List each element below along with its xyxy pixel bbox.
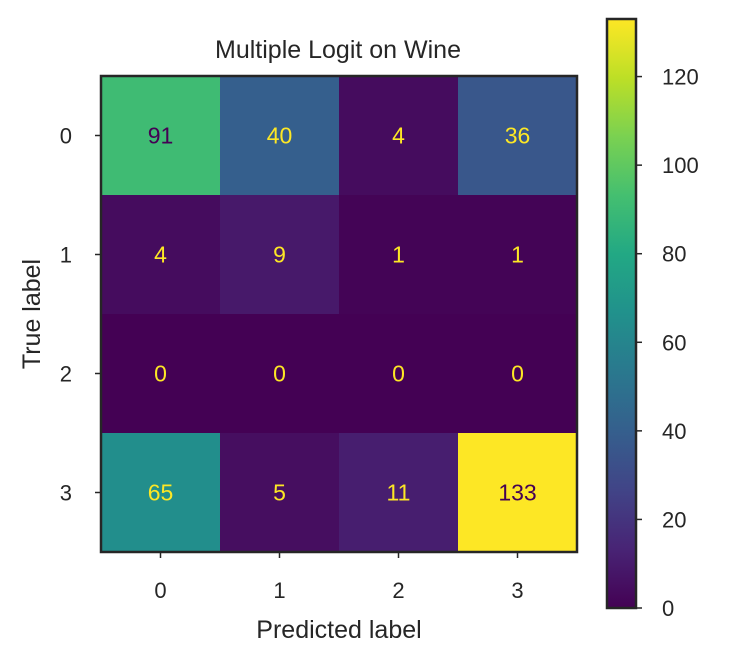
colorbar <box>605 17 638 610</box>
x-tick-label: 1 <box>273 578 285 603</box>
heatmap-cell <box>101 76 221 196</box>
cell-value-label: 65 <box>148 480 174 506</box>
y-tick-label: 2 <box>60 362 72 387</box>
cell-value-label: 40 <box>267 123 293 149</box>
colorbar-tick-label: 0 <box>662 596 674 621</box>
cell-value-label: 5 <box>273 480 286 506</box>
heatmap-cell <box>101 433 221 553</box>
x-tick-label: 3 <box>511 578 523 603</box>
cell-value-label: 0 <box>154 361 167 387</box>
y-tick-label: 1 <box>60 243 72 268</box>
cell-value-label: 4 <box>154 242 167 268</box>
cell-value-label: 0 <box>511 361 524 387</box>
heatmap-cell <box>339 433 459 553</box>
cell-value-label: 36 <box>505 123 531 149</box>
x-tick-labels: 0 1 2 3 <box>154 552 524 603</box>
heatmap-cell <box>220 76 340 196</box>
cell-value-label: 11 <box>387 480 411 506</box>
chart-title: Multiple Logit on Wine <box>215 36 461 64</box>
colorbar-tick-label: 100 <box>662 153 699 178</box>
y-tick-label: 3 <box>60 481 72 506</box>
heatmap-cell <box>339 314 459 434</box>
cell-value-label: 4 <box>392 123 405 149</box>
x-tick-label: 2 <box>392 578 404 603</box>
colorbar-ticks: 0 20 40 60 80 100 120 <box>636 65 699 621</box>
y-axis-label: True label <box>18 259 46 369</box>
y-tick-label: 0 <box>60 124 72 149</box>
plot-frame <box>99 74 579 554</box>
colorbar-tick-label: 80 <box>662 242 686 267</box>
cell-value-label: 9 <box>273 242 286 268</box>
colorbar-tick-label: 40 <box>662 419 686 444</box>
colorbar-tick-label: 60 <box>662 330 686 355</box>
heatmap-cell-labels: 91 40 4 364 9 1 10 0 0 065 5 11 133 <box>148 123 537 506</box>
x-axis-label: Predicted label <box>256 616 421 644</box>
cell-value-label: 0 <box>273 361 286 387</box>
cell-value-label: 0 <box>392 361 405 387</box>
heatmap-cell <box>101 314 221 434</box>
heatmap-cell <box>101 195 221 315</box>
heatmap-cell <box>458 433 578 553</box>
x-tick-label: 0 <box>154 578 166 603</box>
heatmap-cell <box>458 314 578 434</box>
heatmap-cell <box>458 76 578 196</box>
colorbar-tick-label: 120 <box>662 65 699 90</box>
heatmap-cell <box>220 195 340 315</box>
cell-value-label: 1 <box>511 242 524 268</box>
cell-value-label: 133 <box>498 480 536 506</box>
y-tick-labels: 0 1 2 3 <box>60 124 101 506</box>
cell-value-label: 1 <box>392 242 405 268</box>
heatmap-cell <box>220 433 340 553</box>
cell-value-label: 91 <box>148 123 174 149</box>
colorbar-tick-label: 20 <box>662 507 686 532</box>
heatmap-cell <box>220 314 340 434</box>
heatmap-cell <box>339 195 459 315</box>
heatmap-cell <box>458 195 578 315</box>
heatmap-cells <box>101 76 578 553</box>
heatmap-cell <box>339 76 459 196</box>
